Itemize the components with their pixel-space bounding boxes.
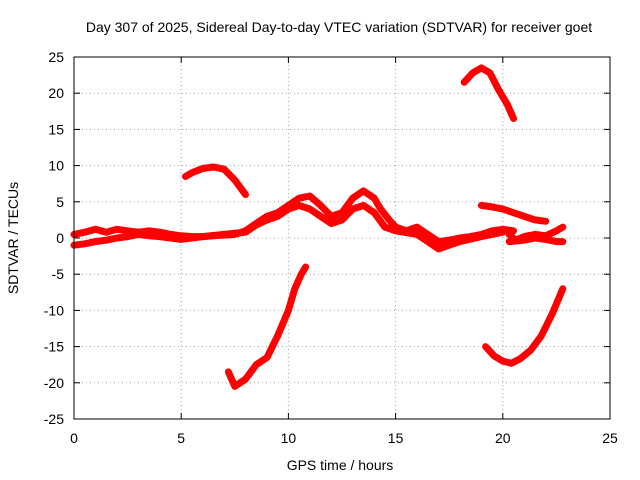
- y-tick-label: 15: [48, 121, 64, 137]
- series-seg-19-22h: [477, 201, 550, 225]
- series-arc-6h: [182, 163, 249, 199]
- data-series: [70, 64, 567, 390]
- x-tick-label: 25: [602, 430, 618, 446]
- x-tick-label: 15: [388, 430, 404, 446]
- series-arc-19h: [460, 64, 517, 122]
- y-tick-label: -5: [52, 266, 65, 282]
- x-tick-label: 5: [177, 430, 185, 446]
- plot-frame: [73, 56, 611, 420]
- x-tick-label: 10: [281, 430, 297, 446]
- x-tick-label: 20: [495, 430, 511, 446]
- y-tick-label: 0: [56, 230, 64, 246]
- tick-labels: 0 5 10 15 20 25 -25 -20 -15 -10 -5 0 5 10 15 20 25: [44, 49, 618, 446]
- y-tick-label: -10: [44, 302, 64, 318]
- y-tick-label: 10: [48, 158, 64, 174]
- y-axis-label: SDTVAR / TECUs: [5, 182, 21, 294]
- y-tick-label: -20: [44, 375, 64, 391]
- y-tick-label: -15: [44, 339, 64, 355]
- series-main-band-upper: [70, 187, 517, 246]
- x-tick-label: 0: [70, 430, 78, 446]
- series-dip-19-23h: [482, 285, 567, 367]
- x-axis-label: GPS time / hours: [287, 457, 394, 473]
- series-evening-band-lower: [505, 234, 567, 246]
- series-main-band-lower: [70, 201, 507, 253]
- y-tick-label: 5: [56, 194, 64, 210]
- series-rise-7-11h: [224, 263, 310, 390]
- y-tick-label: 25: [48, 49, 64, 65]
- y-tick-label: -25: [44, 411, 64, 427]
- y-tick-label: 20: [48, 85, 64, 101]
- chart-title: Day 307 of 2025, Sidereal Day-to-day VTE…: [86, 19, 592, 35]
- grid: [73, 56, 611, 420]
